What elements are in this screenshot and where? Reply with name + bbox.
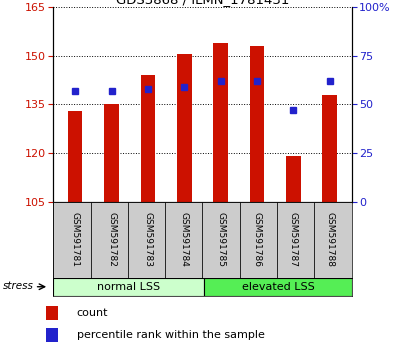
Text: elevated LSS: elevated LSS bbox=[241, 282, 314, 292]
Title: GDS3868 / ILMN_1781431: GDS3868 / ILMN_1781431 bbox=[116, 0, 289, 6]
Bar bbox=[53, 202, 90, 278]
Text: normal LSS: normal LSS bbox=[97, 282, 160, 292]
Bar bbox=[165, 202, 202, 278]
Text: GSM591782: GSM591782 bbox=[107, 212, 116, 267]
Text: GSM591783: GSM591783 bbox=[143, 212, 152, 267]
Text: GSM591786: GSM591786 bbox=[252, 212, 261, 267]
Bar bbox=[45, 306, 58, 320]
Bar bbox=[277, 202, 314, 278]
Bar bbox=[90, 202, 128, 278]
Text: GSM591788: GSM591788 bbox=[325, 212, 334, 267]
Bar bbox=[322, 95, 337, 202]
Text: GSM591785: GSM591785 bbox=[216, 212, 225, 267]
Bar bbox=[177, 54, 192, 202]
Bar bbox=[104, 104, 119, 202]
Bar bbox=[141, 75, 155, 202]
Text: GSM591784: GSM591784 bbox=[180, 212, 189, 267]
Bar bbox=[286, 156, 301, 202]
Text: stress: stress bbox=[3, 281, 34, 291]
Text: GSM591787: GSM591787 bbox=[289, 212, 298, 267]
Bar bbox=[204, 278, 352, 296]
Bar bbox=[314, 202, 352, 278]
Bar bbox=[45, 328, 58, 342]
Bar bbox=[128, 202, 165, 278]
Text: percentile rank within the sample: percentile rank within the sample bbox=[77, 330, 265, 339]
Text: count: count bbox=[77, 308, 108, 318]
Bar bbox=[250, 46, 264, 202]
Bar bbox=[240, 202, 277, 278]
Bar bbox=[213, 43, 228, 202]
Text: GSM591781: GSM591781 bbox=[71, 212, 80, 267]
Bar bbox=[68, 111, 83, 202]
Bar bbox=[53, 278, 204, 296]
Bar bbox=[202, 202, 240, 278]
